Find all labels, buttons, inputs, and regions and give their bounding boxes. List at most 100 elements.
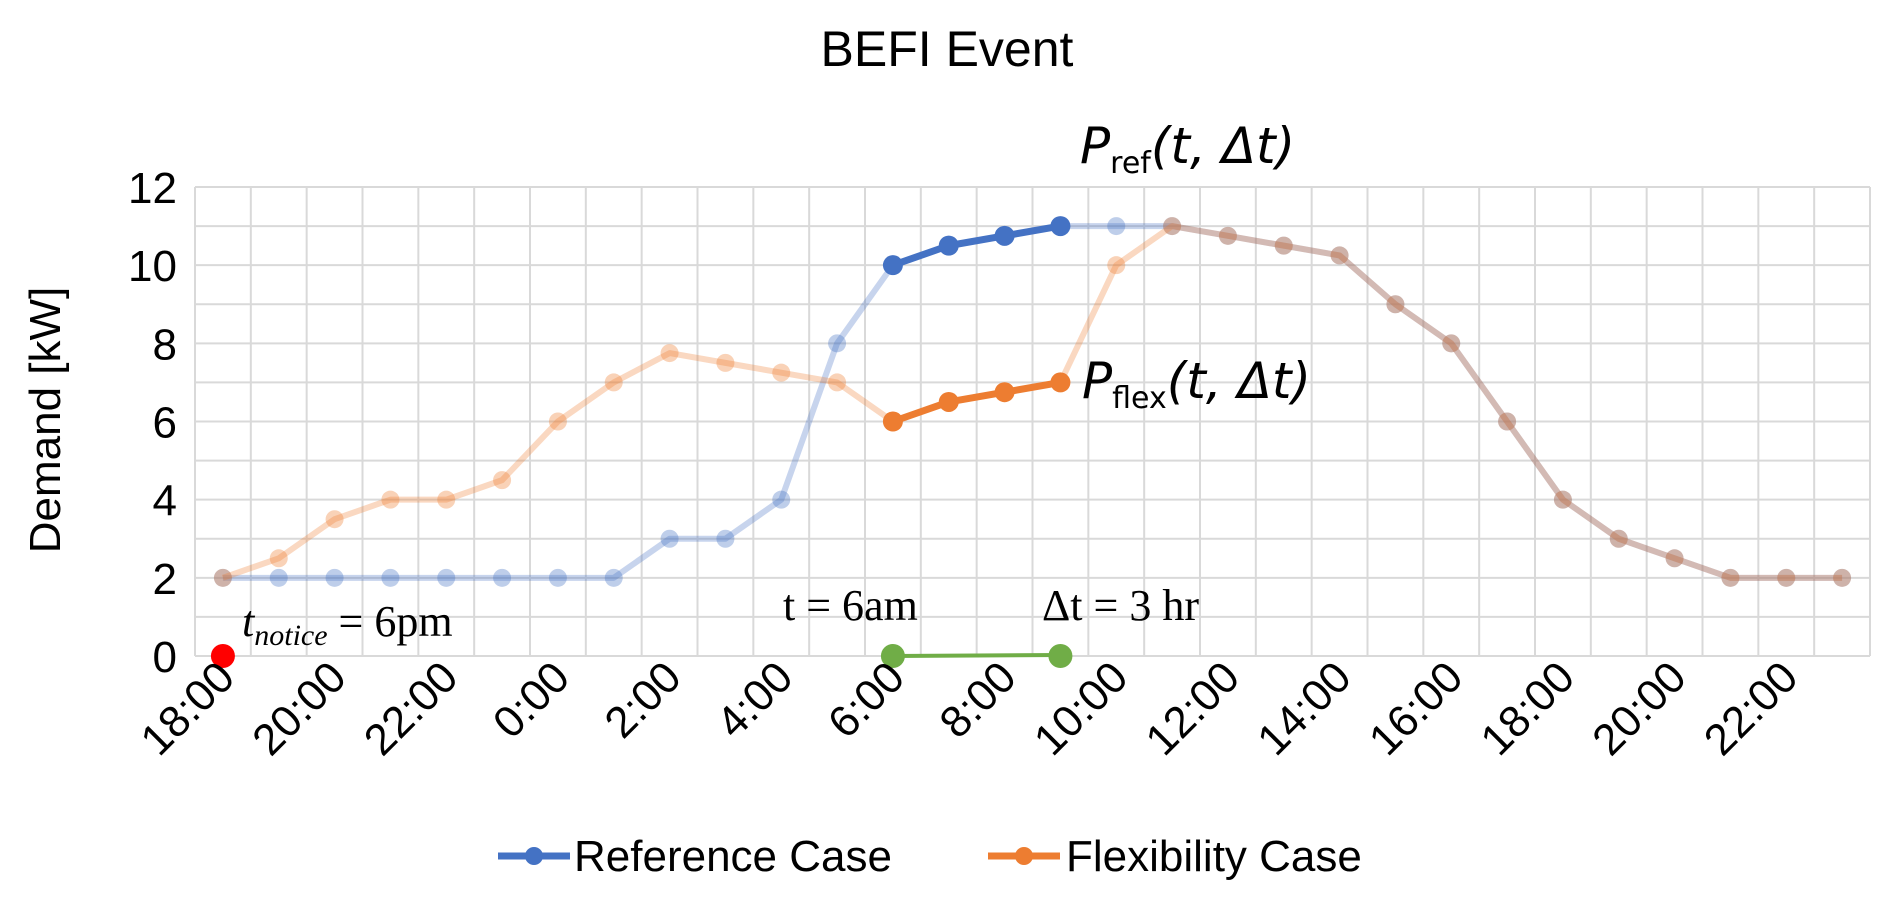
flexibility-point [772, 363, 791, 382]
t-notice-annotation: tnotice = 6pm [242, 597, 453, 652]
p-ref-annotation: Pref(t, Δt) [1080, 117, 1295, 181]
flexibility-point [1330, 246, 1349, 265]
delta-t-annotation: Δt = 3 hr [1042, 581, 1199, 630]
legend-marker-reference [525, 847, 543, 865]
x-tick-label: 8:00 [930, 652, 1025, 747]
reference-point [660, 529, 679, 548]
event-end-marker [1048, 644, 1073, 668]
flexibility-point [213, 568, 232, 587]
y-tick-label: 10 [128, 242, 177, 291]
x-tick-label: 2:00 [595, 652, 690, 747]
y-tick-label: 6 [153, 399, 177, 448]
x-tick-label: 18:00 [1471, 652, 1584, 765]
x-tick-label: 20:00 [1583, 652, 1696, 765]
flexibility-point [1833, 568, 1852, 587]
event-window-line [892, 653, 1061, 658]
reference-point [1609, 529, 1628, 548]
reference-point [493, 568, 512, 587]
flexibility-point [1163, 217, 1182, 236]
reference-point [716, 529, 735, 548]
x-tick-label: 6:00 [819, 652, 914, 747]
y-tick-label: 4 [153, 477, 177, 526]
flexibility-point [1218, 226, 1237, 245]
y-tick-label: 0 [153, 633, 177, 682]
reference-point-event [882, 255, 903, 276]
flexibility-point [660, 344, 679, 363]
flexibility-point [1498, 412, 1517, 431]
x-tick-label: 18:00 [131, 652, 244, 765]
reference-point [548, 568, 567, 587]
legend: Reference Case Flexibility Case [498, 832, 1362, 881]
reference-point-event [1050, 216, 1071, 237]
reference-point [1163, 217, 1182, 236]
legend-label-flexibility: Flexibility Case [1066, 832, 1362, 881]
reference-point [213, 568, 232, 587]
x-tick-label: 22:00 [355, 652, 468, 765]
flexibility-point [493, 471, 512, 490]
reference-point [1442, 334, 1461, 353]
x-tick-label: 12:00 [1136, 652, 1249, 765]
x-tick-label: 0:00 [484, 652, 579, 747]
reference-point [1386, 295, 1405, 314]
reference-point [1665, 549, 1684, 568]
reference-point [1833, 568, 1852, 587]
x-tick-label: 4:00 [707, 652, 802, 747]
p-flex-annotation: Pflex(t, Δt) [1082, 352, 1311, 416]
flexibility-point-event [1050, 372, 1071, 393]
event-start-marker [880, 644, 905, 668]
reference-point [772, 490, 791, 509]
reference-point-event [994, 225, 1015, 246]
y-tick-label: 8 [153, 320, 177, 369]
reference-point [1330, 246, 1349, 265]
chart-title: BEFI Event [821, 21, 1074, 77]
flexibility-point [325, 510, 344, 529]
flexibility-point-event [994, 382, 1015, 403]
reference-point [1274, 236, 1293, 255]
reference-point [325, 568, 344, 587]
reference-point [1777, 568, 1796, 587]
flexibility-point [1386, 295, 1405, 314]
notice-marker [210, 644, 235, 668]
reference-point [437, 568, 456, 587]
y-tick-label: 12 [128, 164, 177, 213]
x-tick-label: 22:00 [1695, 652, 1808, 765]
y-tick-label: 2 [153, 555, 177, 604]
reference-line-event [891, 222, 1062, 269]
grid [194, 186, 1871, 657]
flexibility-point-event [882, 411, 903, 432]
annotations: Pref(t, Δt) Pflex(t, Δt) tnotice = 6pm t… [242, 117, 1311, 652]
x-tick-label: 10:00 [1025, 652, 1138, 765]
reference-point-event [938, 235, 959, 256]
reference-point [1107, 217, 1126, 236]
reference-point [1721, 568, 1740, 587]
reference-point [381, 568, 400, 587]
x-tick-label: 14:00 [1248, 652, 1361, 765]
flexibility-point [604, 373, 623, 392]
flexibility-line-event [891, 378, 1062, 425]
flexibility-point [1665, 549, 1684, 568]
flexibility-point [381, 490, 400, 509]
flexibility-point [437, 490, 456, 509]
flexibility-point [1777, 568, 1796, 587]
y-axis-label: Demand [kW] [21, 287, 70, 554]
reference-point [828, 334, 847, 353]
x-tick-label: 20:00 [243, 652, 356, 765]
flexibility-point [1609, 529, 1628, 548]
legend-label-reference: Reference Case [574, 832, 892, 881]
event-window [210, 644, 1073, 668]
legend-marker-flexibility [1015, 847, 1033, 865]
flexibility-point-event [938, 391, 959, 412]
flexibility-point [1274, 236, 1293, 255]
reference-point [1498, 412, 1517, 431]
reference-point [1218, 226, 1237, 245]
reference-point [1553, 490, 1572, 509]
reference-point [604, 568, 623, 587]
flexibility-point [716, 353, 735, 372]
flexibility-point [828, 373, 847, 392]
series-layer [213, 216, 1852, 587]
flexibility-point [1107, 256, 1126, 275]
t-start-annotation: t = 6am [783, 581, 918, 630]
